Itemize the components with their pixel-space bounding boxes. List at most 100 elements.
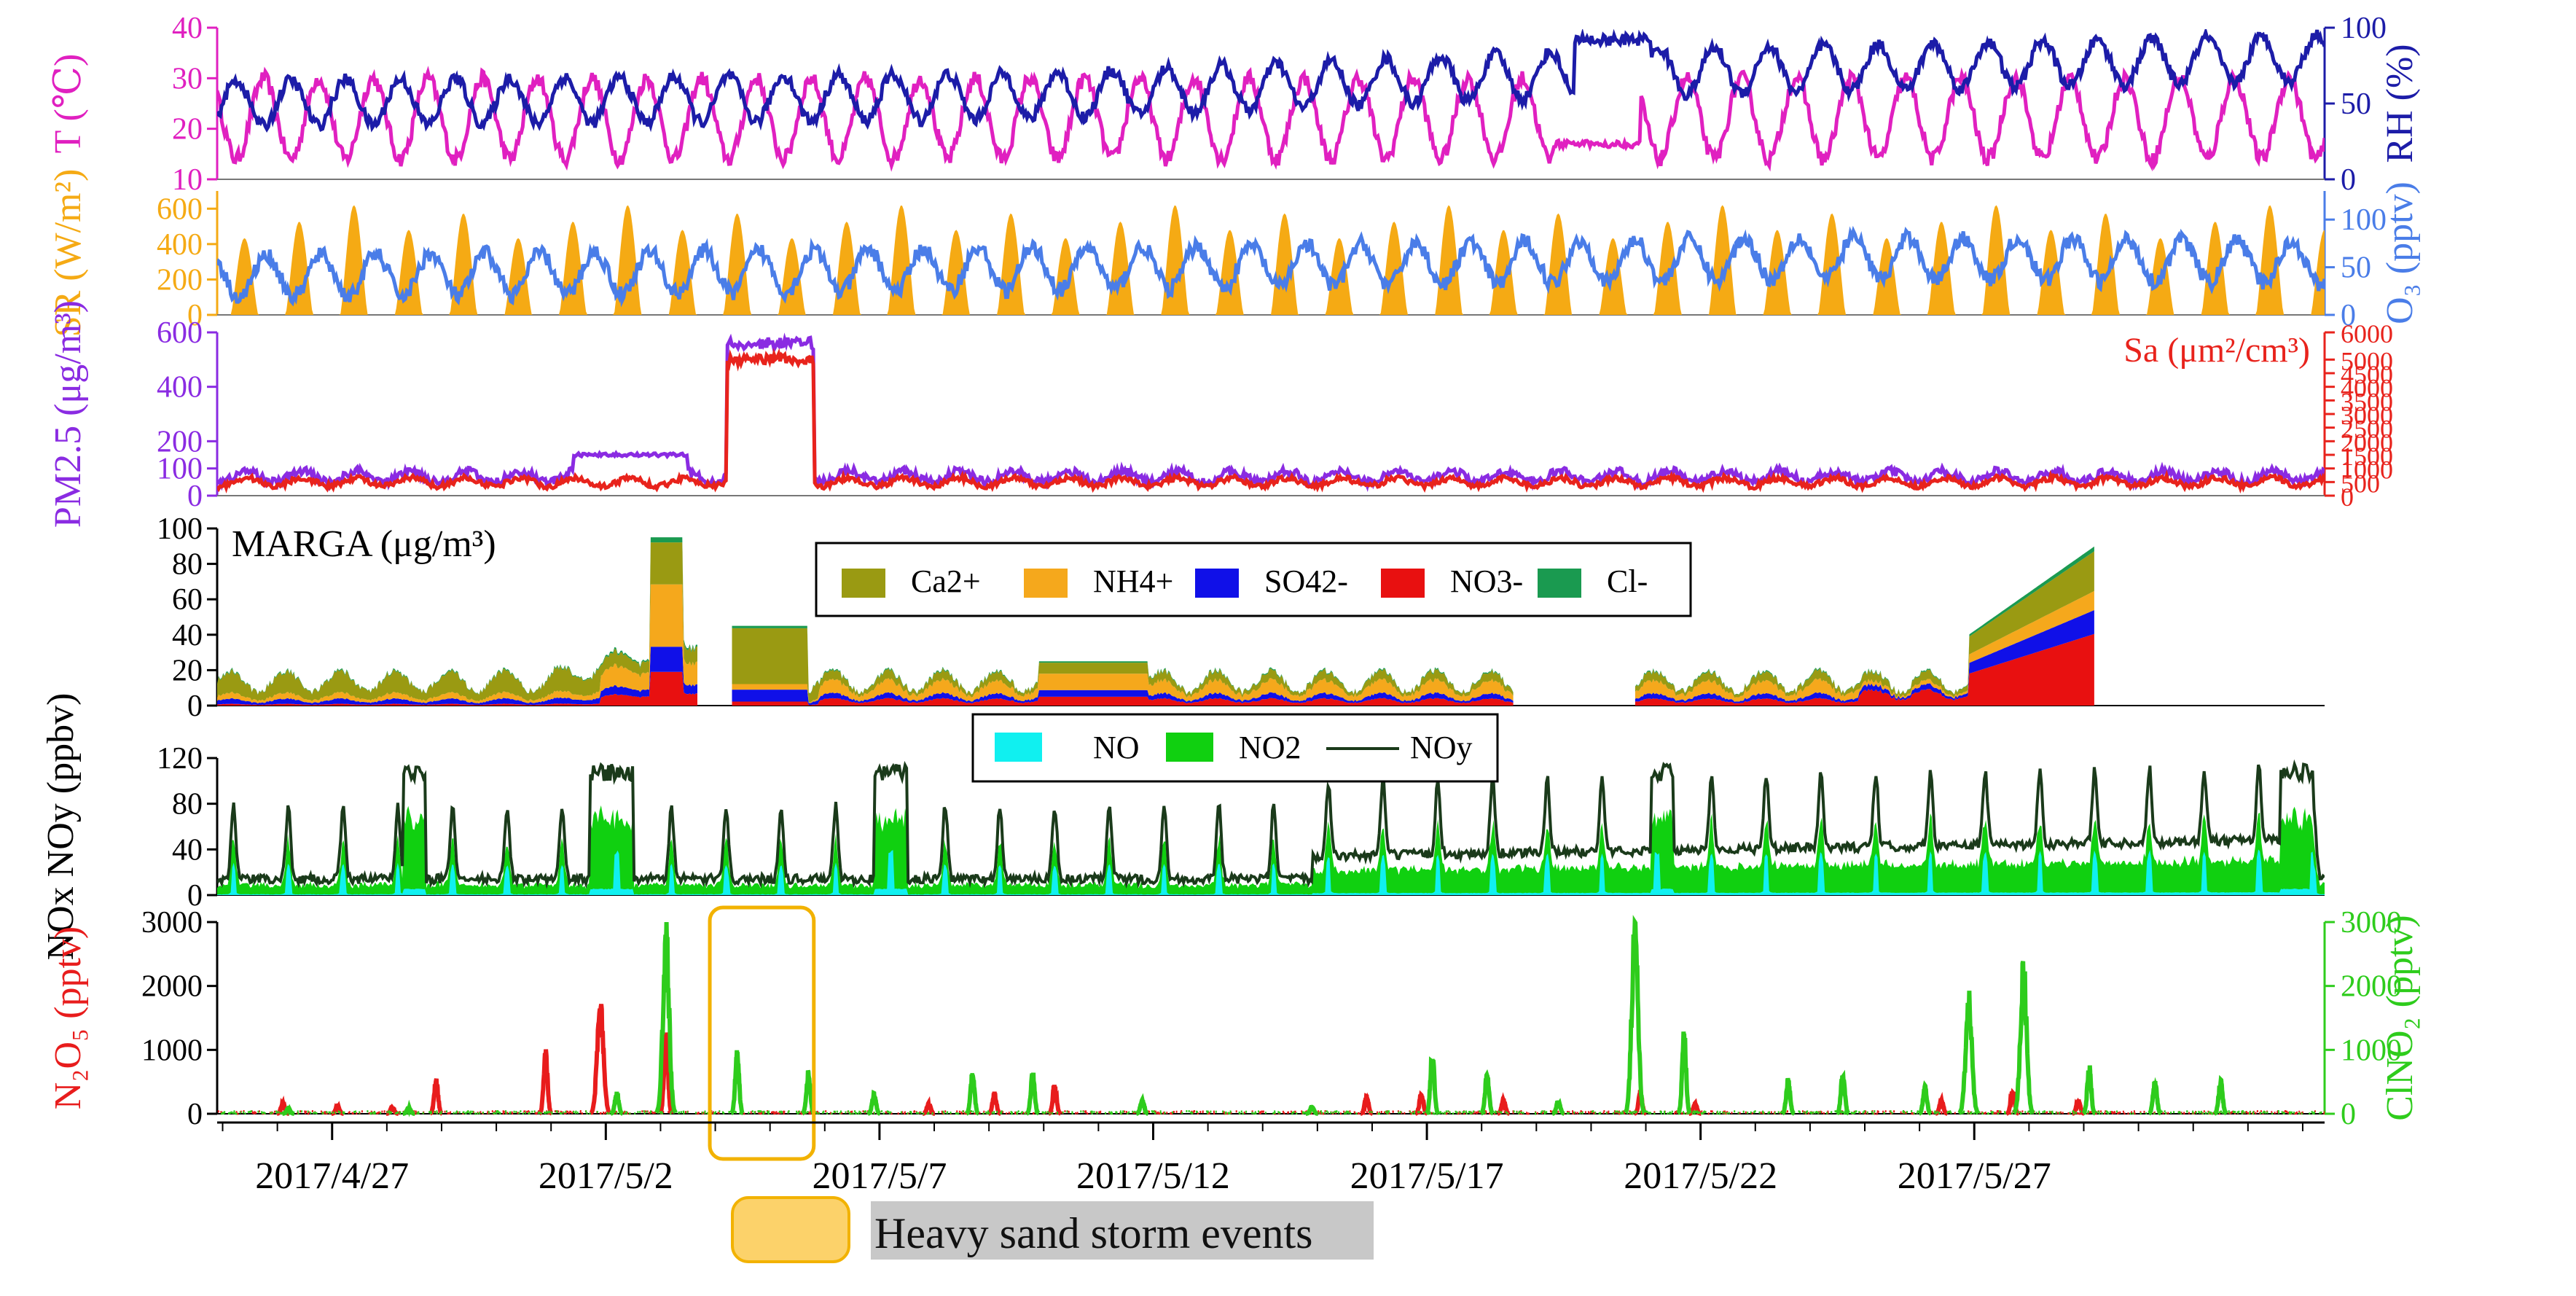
x-tick-label: 2017/5/22 (1624, 1155, 1777, 1197)
series-NH4+ (217, 584, 2094, 703)
legend-label-Cl-: Cl- (1607, 563, 1648, 599)
right-tick-label: 2000 (2341, 970, 2402, 1004)
right-tick-label: 1500 (2341, 442, 2393, 471)
left-tick-label: 10 (172, 163, 203, 197)
right-tick-label: 100 (2341, 203, 2387, 237)
left-tick-label: 100 (157, 453, 203, 486)
peak-ClNO2 (1551, 1098, 1565, 1116)
series-ClNO2 (221, 915, 2322, 1117)
plot-area (217, 537, 2094, 706)
nox-legend-box (971, 713, 1499, 783)
right-tick-label: 3000 (2341, 906, 2402, 940)
peak-ClNO2 (1025, 1072, 1041, 1116)
x-tick-label: 2017/5/17 (1350, 1155, 1504, 1197)
x-tick-label: 2017/5/12 (1076, 1155, 1230, 1197)
left-tick-label: 400 (157, 371, 203, 405)
sand-storm-legend-label-bg (871, 1201, 1374, 1260)
right-tick-label: 4500 (2341, 360, 2393, 389)
left-tick-label: 30 (172, 62, 203, 95)
left-tick-label: 60 (172, 583, 203, 617)
peak-ClNO2 (1624, 915, 1647, 1115)
left-tick-label: 600 (157, 192, 203, 226)
left-tick-label: 3000 (141, 906, 203, 940)
right-tick-label: 1000 (2341, 1034, 2402, 1067)
peak-N2O5 (538, 1049, 554, 1116)
legend-label-NOy: NOy (1410, 730, 1473, 765)
baseline-noise-ClNO2 (221, 1110, 2322, 1115)
left-tick-label: 120 (157, 742, 203, 776)
right-tick-label: 3500 (2341, 387, 2393, 416)
left-axis-label: T (℃) (47, 54, 89, 154)
legend-swatch-NH4+ (1024, 569, 1068, 598)
left-tick-label: 200 (157, 263, 203, 297)
left-tick-label: 0 (187, 1098, 203, 1131)
right-tick-label: 0 (2341, 299, 2356, 332)
peak-ClNO2 (1917, 1080, 1933, 1116)
x-tick-label: 2017/5/2 (539, 1155, 673, 1197)
series-T (217, 66, 2325, 172)
series-NO2 (217, 805, 2325, 895)
left-tick-label: 80 (172, 788, 203, 821)
peak-N2O5 (589, 1004, 612, 1115)
legend-swatch-Cl- (1538, 569, 1581, 598)
legend-swatch-NO2 (1166, 733, 1213, 762)
sand-storm-highlight (708, 905, 816, 1161)
right-tick-label: 6000 (2341, 319, 2393, 348)
right-tick-label: 100 (2341, 12, 2387, 45)
nox-legend: NO NO2 NOy (971, 713, 1499, 783)
peak-ClNO2 (1835, 1069, 1851, 1116)
peak-ClNO2 (2213, 1074, 2228, 1116)
left-tick-label: 1000 (141, 1034, 203, 1067)
left-tick-label: 600 (157, 316, 203, 350)
legend-label-NH4+: NH4+ (1093, 563, 1173, 599)
peak-ClNO2 (2012, 961, 2035, 1115)
series-RH (217, 29, 2325, 133)
right-tick-label: 2500 (2341, 415, 2393, 444)
right-tick-label: 1000 (2341, 456, 2393, 485)
left-axis-label: N₂O₅ (pptv) (47, 926, 89, 1109)
peak-N2O5 (658, 1032, 674, 1115)
legend-label-NO2: NO2 (1239, 730, 1301, 765)
right-tick-label: 2000 (2341, 428, 2393, 457)
panel-5: 0 1000 2000 3000 0 1000 2000 3000 N₂O₅ (pptv) ClN… (47, 905, 2421, 1161)
x-tick-label: 2017/5/7 (812, 1155, 947, 1197)
marga-legend: Ca2+ NH4+ SO42- NO3- Cl- (815, 542, 1692, 617)
left-tick-label: 400 (157, 228, 203, 262)
plot-area (217, 332, 2325, 494)
left-tick-label: 0 (187, 480, 203, 513)
legend-label-SO42-: SO42- (1264, 563, 1348, 599)
left-tick-label: 0 (187, 299, 203, 332)
peak-ClNO2 (965, 1073, 980, 1116)
legend-swatch-NO3- (1381, 569, 1425, 598)
peak-ClNO2 (1676, 1031, 1692, 1115)
plot-area (217, 759, 2325, 895)
peak-N2O5 (987, 1091, 1002, 1116)
x-tick-label: 2017/4/27 (255, 1155, 409, 1197)
left-tick-label: 20 (172, 654, 203, 687)
left-tick-label: 40 (172, 12, 203, 45)
peak-ClNO2 (654, 921, 678, 1115)
right-tick-label: 500 (2341, 469, 2380, 498)
right-axis-label: RH (%) (2379, 44, 2421, 163)
plot-area (217, 205, 2325, 315)
left-axis-label: SR (W/m²) (47, 169, 89, 337)
legend-label-NO3-: NO3- (1450, 563, 1523, 599)
left-tick-label: 100 (157, 512, 203, 546)
panel-0: 10 20 30 40 0 50 100 T (℃) RH (%) (47, 12, 2421, 197)
sand-storm-legend: Heavy sand storm events (731, 1196, 1374, 1263)
left-tick-label: 2000 (141, 970, 203, 1004)
x-axis: 2017/4/27 2017/5/2 2017/5/7 2017/5/12 2017/5… (217, 1121, 2325, 1197)
peak-ClNO2 (2148, 1077, 2162, 1116)
left-tick-label: 20 (172, 113, 203, 147)
series-O3 (217, 225, 2325, 308)
legend-label-Ca2+: Ca2+ (911, 563, 981, 599)
series-Sa (217, 348, 2325, 494)
left-axis-label: PM2.5 (μg/m³) (47, 300, 89, 528)
right-axis-label: Sa (μm²/cm³) (2123, 331, 2310, 370)
left-tick-label: 40 (172, 833, 203, 867)
left-tick-label: 200 (157, 425, 203, 458)
legend-swatch-SO42- (1195, 569, 1239, 598)
peak-ClNO2 (281, 1104, 295, 1117)
